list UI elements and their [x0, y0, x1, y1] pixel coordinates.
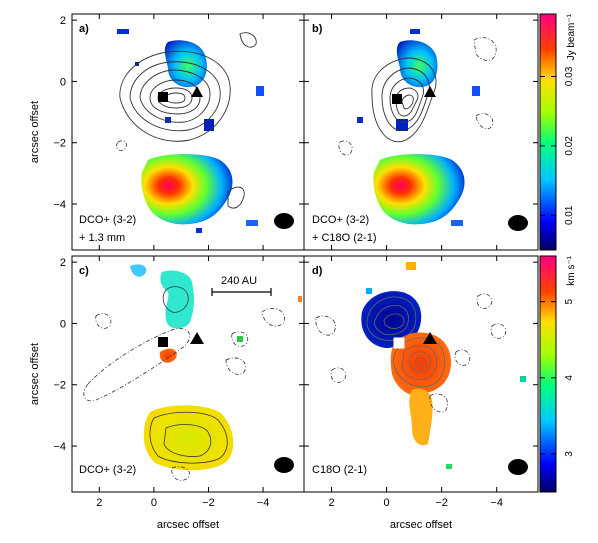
panel-a-contours — [119, 32, 257, 209]
x-tick-label: −2 — [435, 497, 448, 509]
panel-d-blue-lobe — [361, 291, 422, 348]
panel-d-dashed-contours — [315, 293, 507, 413]
x-axis-title-right: arcsec offset — [390, 519, 452, 531]
panel-d: d) C18O (2-1) — [303, 255, 539, 493]
panel-a-label: a) — [79, 23, 89, 35]
panel-a-annotation-line2: + 1.3 mm — [79, 232, 125, 244]
x-tick-label: 0 — [384, 497, 390, 509]
panel-d-beam — [508, 459, 528, 475]
panel-b-annotation-line1: DCO+ (3-2) — [312, 214, 369, 226]
colorbar-tick-label: 0.02 — [564, 136, 575, 156]
colorbar-tick-label: 0.03 — [564, 66, 575, 86]
panel-c-beam — [274, 457, 294, 473]
panel-b-dco-north-clump — [396, 40, 438, 88]
x-axis-title-left: arcsec offset — [157, 519, 219, 531]
panel-c-annotation-line1: DCO+ (3-2) — [79, 464, 136, 476]
panel-c-triangle-marker — [190, 332, 204, 344]
x-tick-label: 2 — [96, 497, 102, 509]
colorbar-top-ticks: 0.01 0.02 0.03 — [540, 66, 575, 225]
panel-d-contours — [366, 296, 446, 388]
colorbar-bottom-unit: km s⁻¹ — [566, 255, 577, 285]
colorbar-bottom-ticks: 3 4 5 — [540, 298, 575, 457]
x-tick-label: −2 — [202, 497, 215, 509]
axis-ticks: 2 0 −2 −4 2 0 −2 −4 2 0 −2 −4 2 0 −2 −4 — [53, 14, 538, 509]
panel-c-contours — [149, 286, 228, 464]
y-axis-title-top: arcsec offset — [29, 101, 41, 163]
panel-a-dco-south-clump — [141, 154, 233, 225]
panel-b-triangle-marker — [424, 86, 436, 97]
panel-d-speckle-1 — [406, 262, 416, 270]
panel-d-square-marker — [393, 337, 405, 349]
panel-c-scale-bar-label: 240 AU — [221, 275, 257, 287]
panel-d-speckle-3 — [520, 376, 526, 382]
colorbar-tick-label: 0.01 — [564, 205, 575, 225]
panel-c-speckle-orange — [298, 296, 302, 302]
colorbar-tick-label: 3 — [564, 451, 575, 457]
panel-b: b) DCO+ (3-2) + C18O (2-1) — [303, 13, 539, 251]
x-tick-label: −4 — [490, 497, 503, 509]
y-tick-label: −2 — [53, 380, 66, 392]
panel-c-north-clump-cyan — [160, 270, 194, 329]
colorbar-tick-label: 5 — [564, 298, 575, 304]
panel-d-speckle-4 — [446, 464, 452, 469]
y-tick-label: 2 — [60, 15, 66, 27]
y-tick-label: 2 — [60, 257, 66, 269]
x-tick-label: 2 — [328, 497, 334, 509]
panel-c: c) 240 AU DCO+ (3-2) — [71, 255, 305, 493]
panel-b-dco-south-clump — [373, 154, 465, 225]
panel-a-triangle-marker — [191, 86, 203, 97]
panel-b-dashed-contours — [338, 37, 497, 156]
panel-c-dashed-contours — [83, 308, 286, 481]
panel-d-speckle-2 — [366, 288, 372, 294]
panel-b-square-marker — [392, 94, 402, 104]
panel-d-label: d) — [312, 265, 323, 277]
y-tick-label: 0 — [60, 318, 66, 330]
panel-a: a) D — [71, 13, 305, 251]
panel-a-square-marker — [158, 92, 168, 102]
panel-c-red-clump — [159, 348, 177, 363]
y-tick-label: 0 — [60, 76, 66, 88]
panel-a-beam — [274, 213, 294, 229]
colorbar-top-unit: Jy beam⁻¹ — [566, 13, 577, 60]
panel-d-annotation-line1: C18O (2-1) — [312, 464, 367, 476]
panel-b-beam — [508, 215, 528, 231]
panel-d-orange-tail — [409, 388, 433, 446]
y-tick-label: −4 — [53, 199, 66, 211]
y-axis-title-bottom: arcsec offset — [29, 343, 41, 405]
panel-c-speckle-green — [237, 336, 243, 342]
colorbar-bottom: km s⁻¹ 3 4 5 — [539, 255, 577, 493]
panel-c-square-marker — [158, 337, 168, 347]
panel-c-south-clump — [143, 405, 234, 471]
y-tick-label: −4 — [53, 441, 66, 453]
panel-c-west-clump-cyan — [130, 264, 147, 277]
y-tick-label: −2 — [53, 138, 66, 150]
colorbar-bottom-scale — [539, 255, 557, 493]
panel-c-label: c) — [79, 265, 89, 277]
panel-d-red-lobe — [390, 332, 452, 396]
x-tick-label: 0 — [151, 497, 157, 509]
colorbar-top: Jy beam⁻¹ 0.01 0.02 0.03 — [539, 13, 577, 251]
panel-b-label: b) — [312, 23, 323, 35]
panel-d-triangle-marker — [423, 332, 437, 344]
colorbar-tick-label: 4 — [564, 375, 575, 381]
panel-a-annotation-line1: DCO+ (3-2) — [79, 214, 136, 226]
x-tick-label: −4 — [257, 497, 270, 509]
panel-b-annotation-line2: + C18O (2-1) — [312, 232, 377, 244]
colorbar-top-scale — [539, 13, 557, 251]
